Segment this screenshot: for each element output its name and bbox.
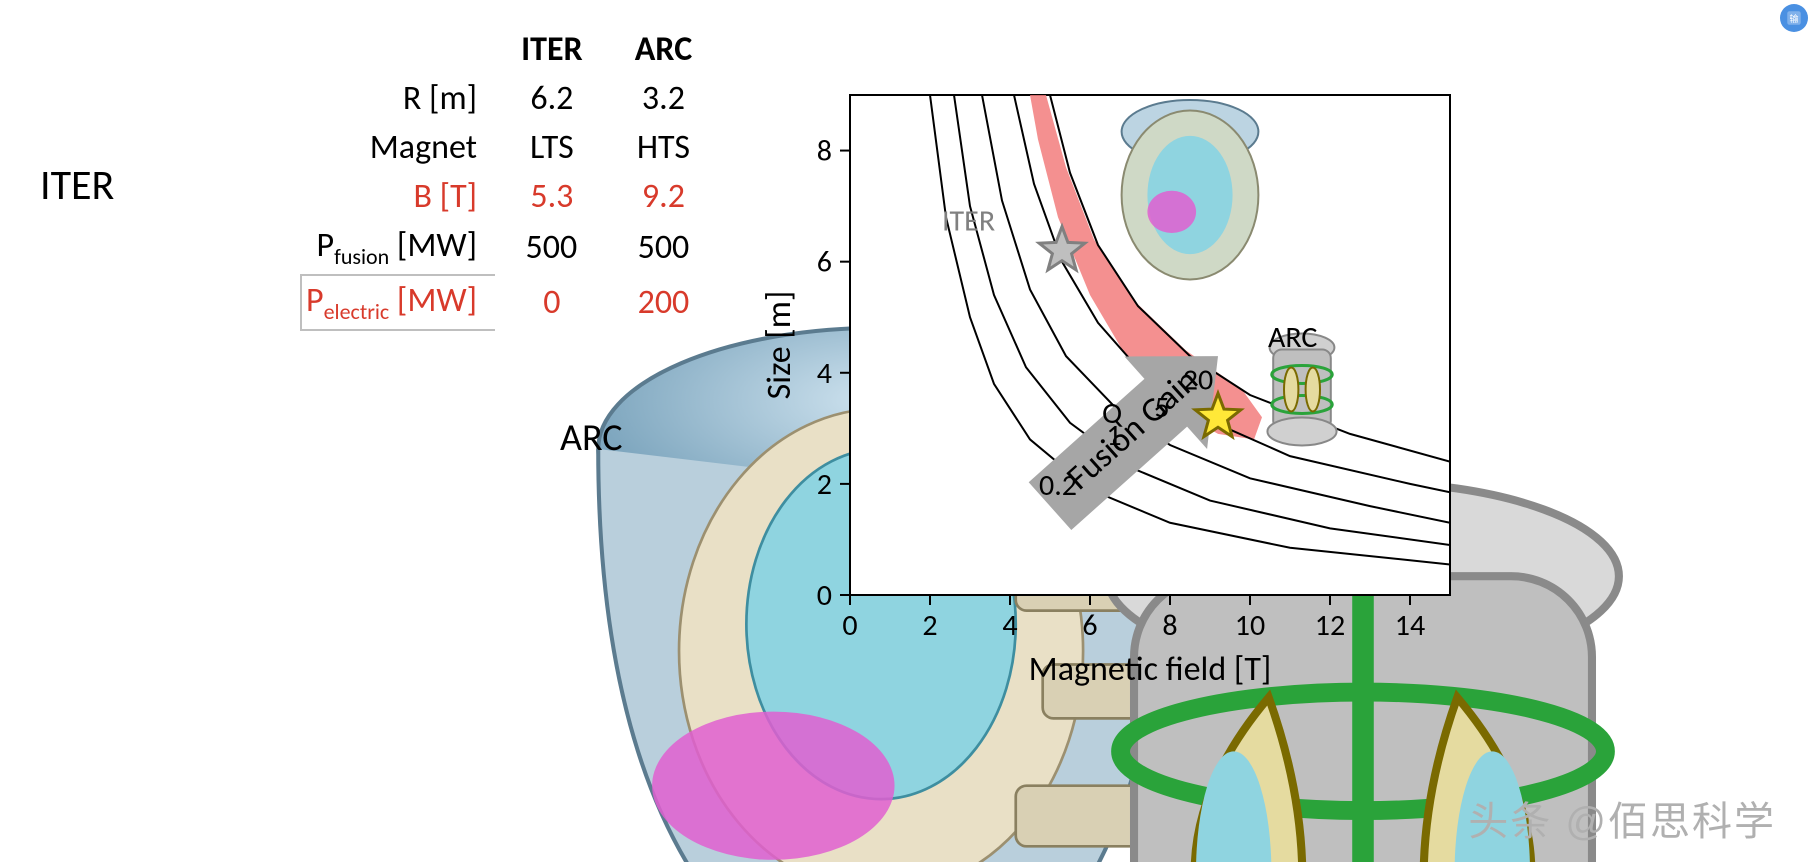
translate-badge-icon: 输 [1780, 4, 1808, 32]
table-val-arc: HTS [609, 123, 719, 172]
svg-text:4: 4 [817, 355, 832, 392]
svg-text:2: 2 [817, 466, 832, 503]
svg-text:6: 6 [1082, 607, 1097, 644]
svg-text:6: 6 [817, 244, 832, 281]
table-param: Pfusion [MW] [301, 221, 495, 275]
table-val-arc: 500 [609, 221, 719, 275]
table-header-iter: ITER [495, 25, 609, 74]
table-row: Pelectric [MW]0200 [301, 275, 718, 330]
table-param: Pelectric [MW] [301, 275, 495, 330]
svg-text:12: 12 [1315, 607, 1345, 644]
table-val-arc: 3.2 [609, 74, 719, 123]
watermark: 头条 @佰思科学 [1468, 789, 1776, 847]
svg-text:4: 4 [1002, 607, 1017, 644]
svg-text:0: 0 [842, 607, 857, 644]
table-val-iter: 0 [495, 275, 609, 330]
table-param: B [T] [301, 172, 495, 221]
table-row: R [m]6.23.2 [301, 74, 718, 123]
svg-text:8: 8 [817, 133, 832, 170]
table-val-arc: 9.2 [609, 172, 719, 221]
table-header-arc: ARC [609, 25, 719, 74]
comparison-table: ITER ARC R [m]6.23.2MagnetLTSHTSB [T]5.3… [300, 25, 718, 331]
svg-text:2: 2 [922, 607, 937, 644]
svg-text:10: 10 [1235, 607, 1265, 644]
svg-text:ITER: ITER [942, 203, 995, 240]
svg-text:Size [m]: Size [m] [760, 291, 800, 400]
size-vs-field-chart: 0.21520QFusion GainITERARC02468101214024… [760, 75, 1480, 695]
iter-heading: ITER [40, 160, 114, 211]
table-param: Magnet [301, 123, 495, 172]
svg-text:14: 14 [1395, 607, 1425, 644]
table-val-iter: 500 [495, 221, 609, 275]
svg-text:输: 输 [1789, 13, 1798, 25]
svg-text:8: 8 [1162, 607, 1177, 644]
table-val-iter: 6.2 [495, 74, 609, 123]
svg-text:Magnetic field [T]: Magnetic field [T] [1029, 649, 1272, 690]
table-row: B [T]5.39.2 [301, 172, 718, 221]
table-val-arc: 200 [609, 275, 719, 330]
table-val-iter: LTS [495, 123, 609, 172]
svg-text:ARC: ARC [1268, 319, 1317, 356]
iter-inset-icon [1122, 100, 1259, 279]
table-val-iter: 5.3 [495, 172, 609, 221]
table-param: R [m] [301, 74, 495, 123]
svg-text:0: 0 [817, 577, 832, 614]
figure: 输 ITER ARC [0, 0, 1816, 862]
table-row: Pfusion [MW]500500 [301, 221, 718, 275]
table-row: MagnetLTSHTS [301, 123, 718, 172]
